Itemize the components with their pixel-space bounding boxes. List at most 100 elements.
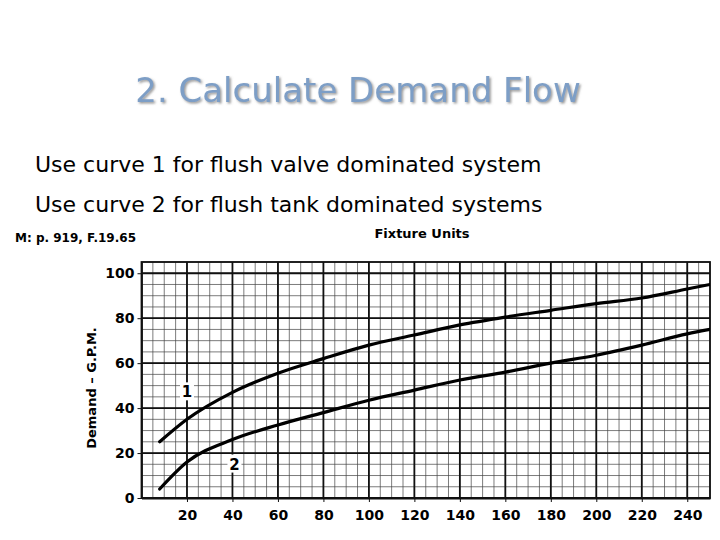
minor-grid-line xyxy=(142,318,711,319)
minor-grid-line xyxy=(142,430,711,431)
minor-grid-line xyxy=(619,262,620,498)
y-tick: 20 xyxy=(115,445,141,461)
grid-line xyxy=(413,262,415,498)
demand-curve xyxy=(160,284,710,441)
x-tick-label: 220 xyxy=(628,507,657,523)
reference: M: p. 919, F.19.65 xyxy=(15,231,136,245)
minor-grid-line xyxy=(255,262,256,498)
minor-grid-line xyxy=(142,453,711,454)
y-tick-mark xyxy=(138,363,142,364)
minor-grid-line xyxy=(142,419,711,420)
minor-grid-line xyxy=(142,340,711,341)
body-line: Use curve 1 for flush valve dominated sy… xyxy=(35,152,541,177)
minor-grid xyxy=(142,262,711,498)
minor-grid-line xyxy=(550,262,551,498)
minor-grid-line xyxy=(198,262,199,498)
curve-label-background xyxy=(227,455,241,473)
x-tick-label: 160 xyxy=(491,507,520,523)
x-tick-mark xyxy=(323,498,324,502)
x-tick-label: 40 xyxy=(223,507,243,523)
x-tick-label: 100 xyxy=(355,507,384,523)
minor-grid-line xyxy=(346,262,347,498)
y-axis: 020406080100 xyxy=(105,263,142,506)
minor-grid-line xyxy=(142,498,711,499)
curve-label: 2 xyxy=(229,456,239,474)
grid xyxy=(142,262,711,498)
minor-grid-line xyxy=(277,262,278,498)
minor-grid-line xyxy=(142,374,711,375)
minor-grid-line xyxy=(368,262,369,498)
minor-grid-line xyxy=(221,262,222,498)
plot-background xyxy=(142,262,711,498)
minor-grid-line xyxy=(391,262,392,498)
minor-grid-line xyxy=(482,262,483,498)
x-tick-label: 200 xyxy=(582,507,611,523)
minor-grid-line xyxy=(289,262,290,498)
y-tick: 60 xyxy=(115,355,141,371)
minor-grid-line xyxy=(142,306,711,307)
y-tick-mark xyxy=(138,498,142,499)
minor-grid-line xyxy=(437,262,438,498)
y-tick: 100 xyxy=(105,265,141,281)
minor-grid-line xyxy=(300,262,301,498)
curve-label: 1 xyxy=(182,383,192,401)
minor-grid-line xyxy=(243,262,244,498)
minor-grid-line xyxy=(687,262,688,498)
minor-grid-line xyxy=(142,295,711,296)
x-tick: 100 xyxy=(355,498,384,523)
x-tick-mark xyxy=(414,498,415,502)
minor-grid-line xyxy=(471,262,472,498)
minor-grid-line xyxy=(142,464,711,465)
minor-grid-line xyxy=(698,262,699,498)
x-tick: 120 xyxy=(400,498,429,523)
minor-grid-line xyxy=(562,262,563,498)
minor-grid-line xyxy=(266,262,267,498)
minor-grid-line xyxy=(209,262,210,498)
minor-grid-line xyxy=(584,262,585,498)
grid-line xyxy=(504,262,506,498)
x-tick-mark xyxy=(505,498,506,502)
x-tick: 160 xyxy=(491,498,520,523)
x-tick: 200 xyxy=(582,498,611,523)
grid-line xyxy=(142,362,711,364)
minor-grid-line xyxy=(152,262,153,498)
demand-curve xyxy=(160,329,710,489)
minor-grid-line xyxy=(493,262,494,498)
y-tick-label: 100 xyxy=(105,265,134,281)
minor-grid-line xyxy=(380,262,381,498)
minor-grid-line xyxy=(425,262,426,498)
x-tick-label: 60 xyxy=(269,507,289,523)
slide: 2. Calculate Demand FlowUse curve 1 for … xyxy=(0,0,720,540)
minor-grid-line xyxy=(312,262,313,498)
chart: 2040608010012014016018020022024002040608… xyxy=(84,226,711,523)
x-tick-label: 120 xyxy=(400,507,429,523)
x-tick-mark xyxy=(369,498,370,502)
x-tick: 240 xyxy=(673,498,702,523)
y-tick-mark xyxy=(138,273,142,274)
grid-line xyxy=(277,262,279,498)
grid-line xyxy=(550,262,552,498)
x-tick-mark xyxy=(551,498,552,502)
x-axis: 20406080100120140160180200220240 xyxy=(142,498,711,523)
x-tick: 60 xyxy=(269,498,289,523)
grid-line xyxy=(323,262,325,498)
minor-grid-line xyxy=(334,262,335,498)
minor-grid-line xyxy=(142,284,711,285)
minor-grid-line xyxy=(675,262,676,498)
y-tick-label: 80 xyxy=(115,310,135,326)
minor-grid-line xyxy=(630,262,631,498)
y-axis-line xyxy=(141,263,143,499)
y-tick-label: 40 xyxy=(115,400,135,416)
minor-grid-line xyxy=(142,486,711,487)
y-tick-mark xyxy=(138,453,142,454)
minor-grid-line xyxy=(664,262,665,498)
y-axis-title: Demand – G.P.M. xyxy=(84,327,99,449)
minor-grid-line xyxy=(448,262,449,498)
x-axis-line xyxy=(142,498,711,500)
grid-line xyxy=(142,317,711,319)
grid-line xyxy=(595,262,597,498)
x-tick-mark xyxy=(232,498,233,502)
y-tick-label: 20 xyxy=(115,445,135,461)
y-tick-mark xyxy=(138,318,142,319)
x-tick-mark xyxy=(187,498,188,502)
